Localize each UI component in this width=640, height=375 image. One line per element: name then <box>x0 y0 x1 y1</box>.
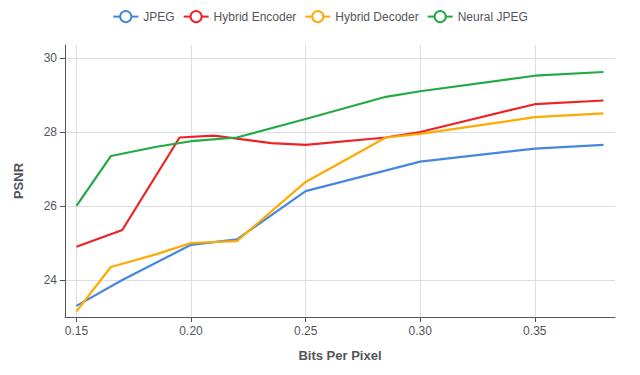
svg-text:26: 26 <box>44 199 58 213</box>
svg-text:Neural JPEG: Neural JPEG <box>458 10 528 24</box>
svg-text:Hybrid Decoder: Hybrid Decoder <box>335 10 418 24</box>
svg-text:0.25: 0.25 <box>294 324 318 338</box>
svg-text:0.35: 0.35 <box>523 324 547 338</box>
svg-text:28: 28 <box>44 125 58 139</box>
svg-text:PSNR: PSNR <box>11 162 26 199</box>
svg-text:JPEG: JPEG <box>143 10 174 24</box>
svg-text:0.20: 0.20 <box>179 324 203 338</box>
svg-text:0.30: 0.30 <box>409 324 433 338</box>
svg-text:0.15: 0.15 <box>65 324 89 338</box>
svg-text:24: 24 <box>44 273 58 287</box>
svg-text:Bits Per Pixel: Bits Per Pixel <box>298 348 381 363</box>
svg-text:30: 30 <box>44 51 58 65</box>
svg-text:Hybrid Encoder: Hybrid Encoder <box>214 10 297 24</box>
